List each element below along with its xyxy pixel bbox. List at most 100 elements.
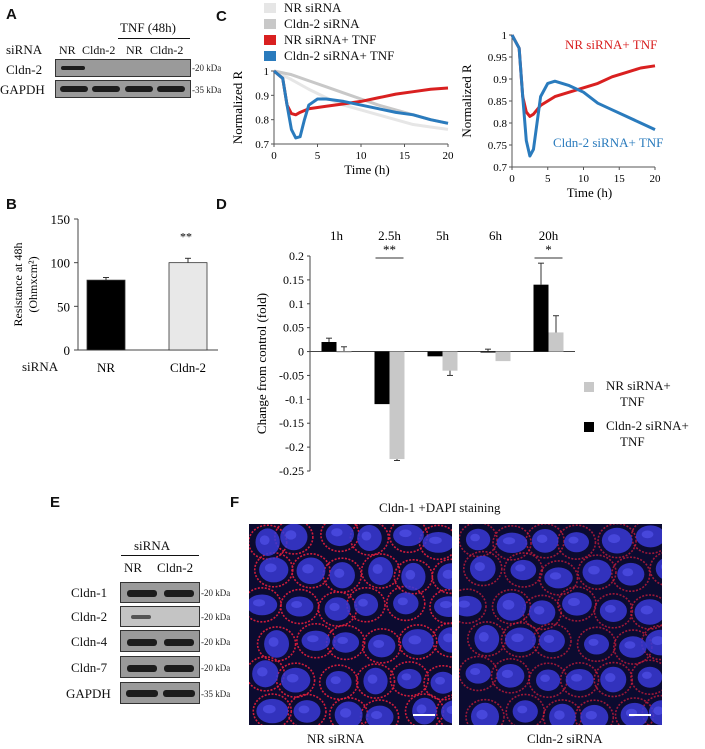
panel-a-letter: A [6, 6, 17, 23]
nucleolus [268, 637, 279, 647]
legend-label: NR siRNA+ TNF [284, 32, 377, 47]
nucleolus [501, 669, 514, 678]
cell-membrane [576, 626, 617, 663]
legend-label: NR siRNA+ [606, 378, 671, 393]
panel-b-chart: 0 50 100 150 Resistance at 48h (Ohmxcm²) NR Cld… [11, 212, 218, 375]
nucleolus [502, 599, 515, 610]
cell-membrane [389, 661, 430, 697]
panel-b-sirna-label: siRNA [22, 359, 59, 374]
panel-f-title: Cldn-1 +DAPI staining [379, 500, 501, 515]
nucleolus [502, 537, 516, 545]
cell-membrane [491, 588, 532, 625]
y-tick-label: 1 [502, 30, 508, 42]
nucleolus [568, 597, 580, 607]
nucleolus [334, 568, 345, 578]
panel-e-sirna-line [121, 555, 199, 556]
nucleolus [367, 674, 378, 684]
y-tick-label: 0.9 [493, 74, 507, 86]
y-tick-label: 0.2 [289, 249, 304, 263]
nucleolus [442, 569, 452, 579]
y-tick-label: -0.1 [285, 392, 304, 406]
series-line [510, 34, 656, 158]
panel-e-row-label: GAPDH [66, 686, 111, 701]
bar [495, 351, 511, 362]
timepoint-label: 6h [489, 228, 503, 243]
timepoint-label: 2.5h [378, 228, 401, 243]
nucleolus [298, 705, 310, 714]
y-tick-label: 0.8 [255, 115, 269, 127]
legend-swatch [584, 422, 594, 432]
cell-membrane [577, 554, 617, 590]
nucleolus [408, 635, 422, 645]
background [459, 524, 662, 725]
y-tick-label: 1 [264, 66, 270, 78]
y-axis-label: Normalized R [459, 64, 474, 138]
x-tick-label: 5 [315, 150, 321, 162]
nucleolus [640, 605, 653, 615]
nucleolus [259, 535, 270, 546]
cell-membrane [291, 553, 331, 589]
significance-mark: * [545, 242, 552, 257]
panel-e-blot-cldn4 [120, 630, 200, 652]
legend-swatch [264, 35, 276, 45]
significance-mark: ** [180, 229, 192, 243]
nucleolus [429, 536, 442, 545]
nucleolus [373, 639, 385, 648]
significance-mark: ** [383, 242, 396, 257]
nucleolus [571, 674, 583, 682]
nucleolus [543, 635, 555, 643]
band [163, 690, 195, 697]
nucleolus [517, 705, 528, 714]
panel-e-row-label: Cldn-4 [71, 634, 108, 649]
cell-membrane [559, 662, 600, 698]
panel-f-image-nr [249, 524, 452, 725]
x-tick-label: 15 [614, 173, 626, 185]
band [157, 86, 185, 92]
nucleolus [470, 533, 480, 542]
nucleolus [660, 564, 662, 570]
x-tick-label: Cldn-2 [170, 360, 206, 375]
nucleolus [533, 606, 545, 615]
y-tick-label: 0.95 [488, 52, 508, 64]
panel-a-blot-cldn2 [55, 59, 191, 77]
y-tick-label: 50 [57, 299, 70, 314]
x-tick-label: 0 [271, 150, 277, 162]
x-axis-label: Time (h) [567, 185, 612, 200]
y-tick-label: 0.85 [488, 96, 508, 108]
bar [389, 351, 405, 460]
bar [533, 284, 549, 352]
y-tick-label: 100 [51, 256, 71, 271]
band [60, 86, 88, 92]
nucleolus [536, 534, 548, 544]
bar [427, 351, 443, 357]
panel-e-row-label: Cldn-7 [71, 660, 108, 675]
nucleolus [399, 529, 412, 538]
nucleolus [459, 600, 470, 608]
cell-membrane [393, 558, 434, 595]
nucleolus [337, 636, 349, 645]
panel-b-letter: B [6, 196, 17, 213]
nucleolus [607, 534, 621, 544]
series-line [273, 69, 449, 131]
legend-label: Cldn-2 siRNA [284, 16, 360, 31]
x-axis-label: Time (h) [344, 162, 389, 177]
y-tick-label: 0.7 [493, 162, 507, 174]
legend-swatch [264, 19, 276, 29]
nucleolus [361, 531, 372, 541]
nucleolus [622, 568, 634, 577]
nucleolus [549, 572, 562, 580]
legend-swatch [264, 3, 276, 13]
cell-membrane [256, 626, 297, 662]
panel-a-lane-4: Cldn-2 [150, 43, 184, 57]
nucleolus [257, 667, 268, 677]
nucleolus [568, 536, 579, 544]
nucleolus [478, 632, 489, 642]
series-annotation: NR siRNA+ TNF [565, 37, 657, 52]
bar [168, 262, 208, 351]
nucleolus [307, 635, 319, 643]
panel-a-treatment-line [118, 38, 190, 39]
cell-membrane [593, 661, 634, 698]
cell-membrane [361, 628, 402, 664]
cell-membrane [597, 524, 637, 559]
nucleolus [443, 633, 452, 643]
